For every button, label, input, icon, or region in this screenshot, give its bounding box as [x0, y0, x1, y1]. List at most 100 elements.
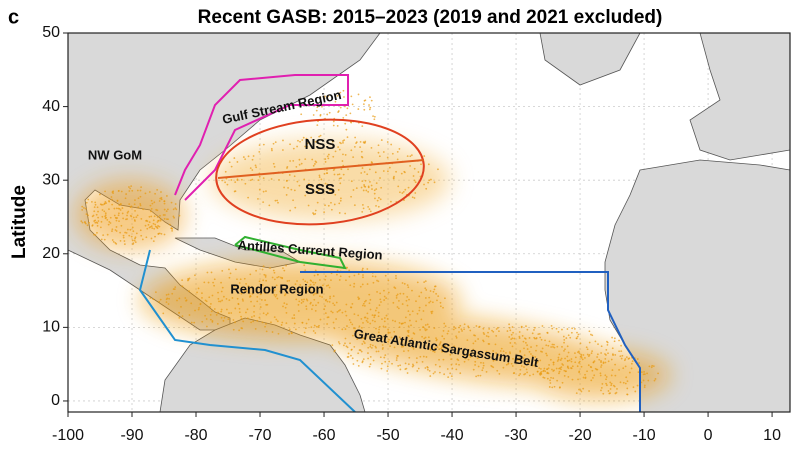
sargassum-dot [332, 124, 335, 127]
sargassum-dot [321, 290, 324, 293]
sargassum-dot [605, 382, 607, 385]
sargassum-dot [402, 191, 405, 193]
sargassum-dot [513, 337, 516, 340]
sargassum-dot [163, 214, 166, 216]
sargassum-dot [363, 171, 366, 173]
region-label: NSS [305, 136, 336, 153]
sargassum-dot [360, 337, 363, 340]
sargassum-dot [614, 354, 617, 356]
sargassum-dot [596, 368, 599, 371]
sargassum-dot [600, 345, 603, 348]
sargassum-dot [366, 268, 369, 270]
sargassum-dot [163, 233, 166, 236]
sargassum-dot [160, 191, 162, 193]
sargassum-dot [287, 187, 289, 189]
sargassum-dot [148, 226, 151, 229]
sargassum-dot [576, 335, 579, 338]
sargassum-dot [298, 163, 301, 166]
sargassum-dot [550, 376, 552, 379]
sargassum-dot [364, 316, 367, 319]
sargassum-dot [327, 153, 330, 156]
sargassum-dot [443, 337, 446, 340]
sargassum-dot [108, 221, 111, 223]
sargassum-dot [338, 279, 341, 281]
sargassum-dot [610, 384, 613, 387]
sargassum-dot [106, 218, 109, 221]
sargassum-dot [131, 226, 134, 229]
sargassum-dot [298, 300, 301, 303]
sargassum-dot [265, 190, 267, 193]
sargassum-dot [303, 331, 306, 334]
sargassum-dot [150, 210, 152, 213]
sargassum-dot [245, 290, 248, 292]
sargassum-dot [534, 356, 537, 358]
sargassum-dot [499, 350, 502, 352]
sargassum-dot [111, 203, 114, 206]
sargassum-dot [584, 357, 586, 359]
sargassum-dot [277, 275, 280, 278]
sargassum-dot [319, 279, 321, 281]
sargassum-dot [556, 345, 559, 348]
sargassum-dot [209, 306, 211, 308]
sargassum-dot [283, 302, 286, 305]
sargassum-dot [402, 292, 405, 295]
sargassum-dot [552, 345, 554, 348]
sargassum-dot [405, 299, 408, 302]
sargassum-dot [340, 168, 343, 171]
sargassum-dot [434, 285, 437, 288]
sargassum-dot [570, 331, 573, 334]
sargassum-dot [258, 188, 261, 191]
sargassum-dot [401, 192, 404, 194]
sargassum-dot [578, 352, 581, 355]
sargassum-dot [342, 117, 345, 119]
sargassum-dot [360, 317, 363, 320]
sargassum-dot [407, 363, 410, 366]
sargassum-dot [646, 372, 648, 375]
sargassum-dot [477, 338, 480, 340]
sargassum-dot [375, 350, 378, 353]
sargassum-dot [262, 177, 265, 180]
sargassum-dot [250, 300, 252, 303]
sargassum-dot [524, 372, 527, 375]
sargassum-dot [111, 239, 114, 241]
sargassum-dot [475, 325, 478, 327]
sargassum-dot [407, 331, 410, 334]
sargassum-dot [622, 367, 625, 370]
sargassum-dot [351, 334, 354, 337]
sargassum-dot [446, 368, 449, 370]
sargassum-dot [110, 196, 113, 198]
sargassum-dot [534, 326, 536, 329]
sargassum-dot [372, 115, 374, 118]
sargassum-dot [174, 203, 177, 205]
sargassum-dot [103, 203, 106, 205]
sargassum-dot [240, 317, 243, 320]
sargassum-dot [441, 344, 444, 347]
sargassum-dot [379, 356, 382, 359]
sargasso-sea-boundary [215, 118, 425, 226]
x-tick-label: -20 [568, 427, 591, 444]
sargassum-dot [246, 317, 249, 320]
sargassum-dot [300, 162, 303, 165]
sargassum-dot [380, 186, 383, 189]
sargassum-dot [117, 190, 120, 192]
sargassum-dot [368, 293, 371, 296]
sargassum-dot [390, 143, 393, 146]
sargassum-dot [382, 151, 385, 153]
sargassum-dot [279, 276, 282, 279]
sargassum-dot [387, 279, 390, 282]
sargassum-dot [285, 322, 288, 325]
sargassum-dot [301, 293, 303, 296]
sargassum-dot [622, 381, 625, 384]
sargassum-dot [547, 367, 550, 370]
sargassum-dot [316, 106, 319, 109]
sargassum-dot [129, 187, 132, 190]
sargassum-dot [178, 316, 181, 319]
sargassum-dot [364, 185, 367, 188]
sargassum-dot [492, 366, 495, 369]
sargassum-dot [592, 376, 594, 379]
sargassum-dot [349, 321, 352, 324]
sargassum-dot [350, 354, 352, 357]
sargassum-dot [159, 218, 162, 221]
sargassum-dot [620, 350, 623, 353]
sargassum-dot [532, 373, 535, 376]
